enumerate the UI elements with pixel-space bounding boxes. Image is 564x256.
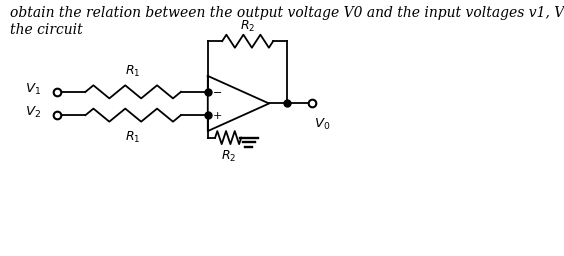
Text: $V_0$: $V_0$: [314, 116, 331, 132]
Text: $R_1$: $R_1$: [125, 130, 141, 145]
Text: $R_2$: $R_2$: [221, 149, 236, 164]
Text: $-$: $-$: [212, 86, 222, 96]
Text: $V_1$: $V_1$: [25, 82, 41, 97]
Text: obtain the relation between the output voltage V0 and the input voltages v1, V2 : obtain the relation between the output v…: [10, 6, 564, 37]
Text: $R_1$: $R_1$: [125, 64, 141, 79]
Text: $R_2$: $R_2$: [240, 19, 255, 34]
Text: $V_2$: $V_2$: [25, 105, 41, 120]
Text: $+$: $+$: [212, 110, 222, 121]
